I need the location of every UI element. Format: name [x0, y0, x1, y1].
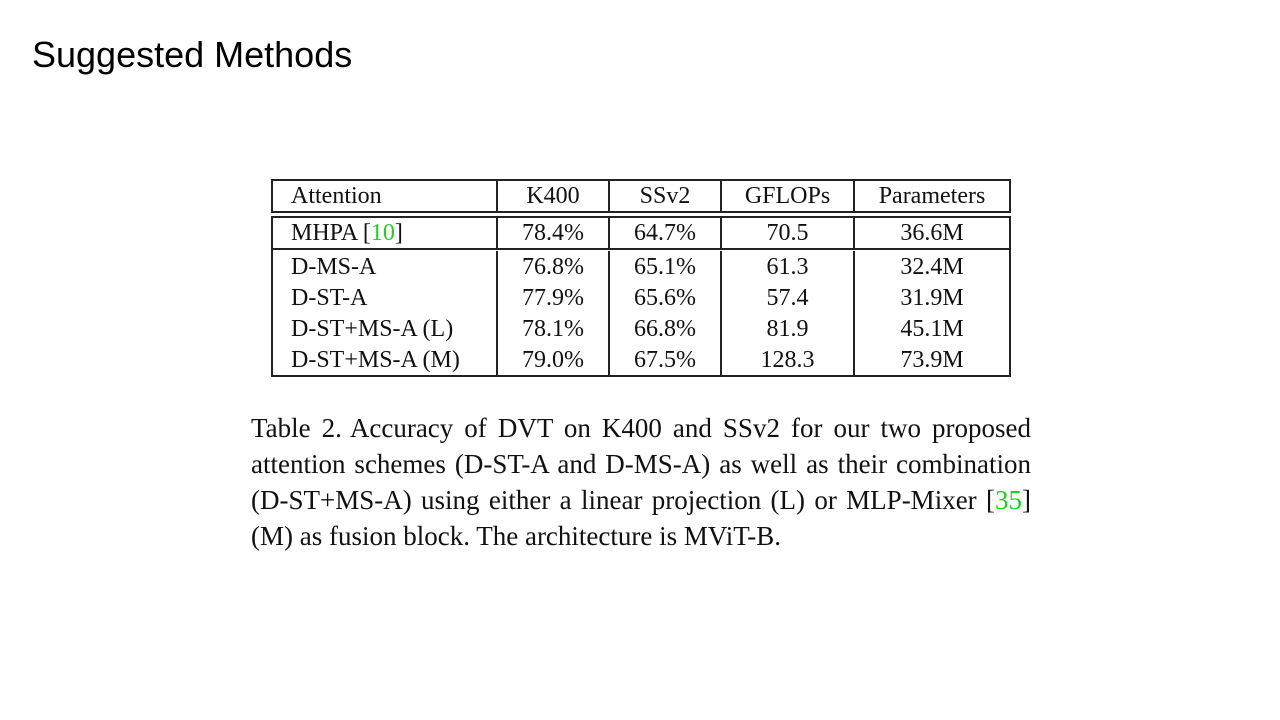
baseline-name: MHPA	[291, 220, 363, 246]
table-row: D-ST-A 77.9% 65.6% 57.4 31.9M	[271, 282, 1011, 313]
row-params: 73.9M	[853, 344, 1011, 377]
row-name: D-ST+MS-A (L)	[271, 313, 498, 344]
table-row: D-ST+MS-A (L) 78.1% 66.8% 81.9 45.1M	[271, 313, 1011, 344]
row-ssv2-best: 67.5%	[608, 344, 722, 377]
row-params: 31.9M	[853, 282, 1011, 313]
baseline-k400: 78.4%	[496, 216, 610, 250]
row-params: 32.4M	[853, 251, 1011, 282]
header-ssv2: SSv2	[608, 179, 722, 213]
header-parameters: Parameters	[853, 179, 1011, 213]
row-ssv2: 65.1%	[608, 251, 722, 282]
header-attention: Attention	[271, 179, 498, 213]
caption-text-end: (M) as fusion block. The architecture is…	[251, 521, 782, 551]
row-gflops: 81.9	[720, 313, 855, 344]
citation-link[interactable]: 10	[370, 220, 395, 246]
row-ssv2: 65.6%	[608, 282, 722, 313]
table-caption: Table 2. Accuracy of DVT on K400 and SSv2…	[251, 413, 1032, 551]
row-ssv2: 66.8%	[608, 313, 722, 344]
row-params: 45.1M	[853, 313, 1011, 344]
row-name: D-MS-A	[271, 251, 498, 282]
baseline-ssv2: 64.7%	[608, 216, 722, 250]
row-gflops: 128.3	[720, 344, 855, 377]
row-gflops: 61.3	[720, 251, 855, 282]
table-row: D-MS-A 76.8% 65.1% 61.3 32.4M	[271, 251, 1011, 282]
row-gflops: 57.4	[720, 282, 855, 313]
row-name: D-ST+MS-A (M)	[271, 344, 498, 377]
caption-label: Table 2.	[251, 413, 342, 443]
caption-citation-link[interactable]: 35	[995, 485, 1022, 515]
table-header-row: Attention K400 SSv2 GFLOPs Parameters	[271, 179, 1011, 213]
slide-title: Suggested Methods	[32, 34, 353, 75]
table-row-baseline: MHPA [10] 78.4% 64.7% 70.5 36.6M	[271, 216, 1011, 250]
baseline-name-cell: MHPA [10]	[271, 216, 498, 250]
row-k400: 77.9%	[496, 282, 610, 313]
results-table: Attention K400 SSv2 GFLOPs Parameters MH…	[271, 179, 1011, 377]
baseline-gflops: 70.5	[720, 216, 855, 250]
header-gflops: GFLOPs	[720, 179, 855, 213]
table-gap	[271, 249, 1011, 251]
row-name: D-ST-A	[271, 282, 498, 313]
row-k400: 76.8%	[496, 251, 610, 282]
row-k400: 78.1%	[496, 313, 610, 344]
table-row: D-ST+MS-A (M) 79.0% 67.5% 128.3 73.9M	[271, 344, 1011, 377]
header-k400: K400	[496, 179, 610, 213]
caption-text: Accuracy of DVT on K400 and SSv2 for our…	[251, 413, 1032, 515]
row-k400-best: 79.0%	[496, 344, 610, 377]
baseline-params: 36.6M	[853, 216, 1011, 250]
